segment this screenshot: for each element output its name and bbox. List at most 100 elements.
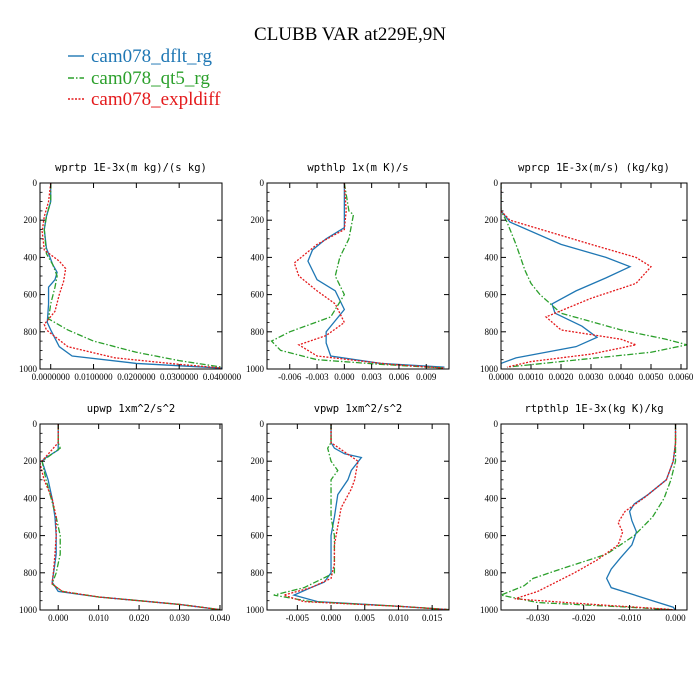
series-line-cam078_expldiff — [40, 424, 221, 610]
y-tick-label: 800 — [485, 568, 499, 578]
x-tick-label: 0.0000 — [489, 372, 514, 382]
y-tick-label: 800 — [485, 327, 499, 337]
x-tick-label: 0.000 — [665, 613, 686, 623]
panel-title: wpthlp 1x(m K)/s — [307, 162, 408, 174]
x-tick-label: 0.000 — [334, 372, 355, 382]
y-tick-label: 200 — [485, 456, 499, 466]
y-tick-label: 600 — [485, 531, 499, 541]
series-line-cam078_dflt_rg — [41, 424, 221, 610]
legend-item-qt5: cam078_qt5_rg — [68, 68, 210, 89]
x-tick-label: 0.0400000 — [203, 372, 242, 382]
plot-frame — [266, 182, 450, 370]
panel-grid: wprtp 1E-3x(m kg)/(s kg) 0 200 400 600 800 100… — [19, 162, 694, 623]
plot-frame — [39, 423, 223, 611]
x-tick-label: -0.003 — [305, 372, 329, 382]
y-tick-label: 0 — [33, 419, 38, 429]
x-tick-label: 0.0060 — [669, 372, 694, 382]
y-tick-label: 600 — [485, 290, 499, 300]
panel-title: vpwp 1xm^2/s^2 — [314, 403, 403, 415]
y-tick-label: 200 — [251, 456, 265, 466]
x-tick-label: 0.0030 — [579, 372, 604, 382]
panel-2: wpthlp 1x(m K)/s 0 200 400 600 800 1000 -0.006-… — [246, 162, 450, 382]
legend-label-qt5: cam078_qt5_rg — [91, 68, 210, 89]
y-tick-label: 600 — [251, 531, 265, 541]
x-tick-label: -0.030 — [526, 613, 550, 623]
panel-1: wprtp 1E-3x(m kg)/(s kg) 0 200 400 600 800 100… — [19, 162, 242, 382]
series-line-cam078_dflt_rg — [501, 183, 632, 369]
legend: cam078_dflt_rg cam078_qt5_rg cam078_expl… — [68, 46, 221, 110]
x-tick-label: 0.006 — [389, 372, 410, 382]
x-tick-label: -0.010 — [618, 613, 642, 623]
panel-title: wprcp 1E-3x(m/s) (kg/kg) — [518, 162, 670, 174]
y-tick-label: 600 — [24, 290, 38, 300]
y-tick-label: 0 — [260, 178, 265, 188]
y-tick-label: 600 — [251, 290, 265, 300]
x-tick-label: 0.0000000 — [32, 372, 71, 382]
x-tick-label: 0.009 — [416, 372, 437, 382]
series-line-cam078_dflt_rg — [43, 183, 222, 369]
series-line-cam078_expldiff — [281, 424, 449, 610]
panel-6: rtpthlp 1E-3x(kg K)/kg 0 200 400 600 800 1000 -… — [480, 403, 688, 623]
series-group — [501, 183, 687, 369]
plot-frame — [266, 423, 450, 611]
y-tick-label: 800 — [24, 327, 38, 337]
series-line-cam078_expldiff — [514, 424, 677, 610]
y-tick-label: 800 — [251, 568, 265, 578]
series-line-cam078_dflt_rg — [605, 424, 677, 610]
series-line-cam078_expldiff — [293, 183, 445, 369]
y-tick-label: 0 — [33, 178, 38, 188]
panel-3: wprcp 1E-3x(m/s) (kg/kg) 0 200 400 600 800 100… — [480, 162, 694, 382]
legend-item-dflt: cam078_dflt_rg — [68, 46, 213, 67]
x-tick-label: 0.030 — [169, 613, 190, 623]
panel-4: upwp 1xm^2/s^2 0 200 400 600 800 1000 0.000 0.01… — [19, 403, 231, 623]
series-group — [270, 183, 445, 369]
y-tick-label: 400 — [251, 252, 265, 262]
series-line-cam078_qt5_rg — [501, 424, 677, 610]
x-tick-label: -0.020 — [572, 613, 596, 623]
panel-title: wprtp 1E-3x(m kg)/(s kg) — [55, 162, 207, 174]
x-tick-label: 0.040 — [210, 613, 231, 623]
series-line-cam078_expldiff — [501, 183, 653, 368]
x-tick-label: 0.010 — [89, 613, 110, 623]
y-tick-label: 1000 — [246, 605, 265, 615]
series-group — [273, 424, 449, 610]
plot-frame — [500, 182, 688, 370]
y-tick-label: 0 — [494, 419, 499, 429]
panel-5: vpwp 1xm^2/s^2 0 200 400 600 800 1000 -0.005 0.0… — [246, 403, 450, 623]
x-tick-label: 0.003 — [362, 372, 383, 382]
y-tick-label: 600 — [24, 531, 38, 541]
x-tick-label: 0.0010 — [519, 372, 544, 382]
x-tick-label: 0.0200000 — [117, 372, 156, 382]
plot-frame — [39, 182, 223, 370]
x-tick-label: 0.000 — [48, 613, 69, 623]
series-line-cam078_qt5_rg — [270, 183, 445, 369]
series-line-cam078_dflt_rg — [307, 183, 445, 368]
legend-item-expldiff: cam078_expldiff — [68, 89, 221, 110]
figure-title: CLUBB VAR at229E,9N — [254, 24, 446, 45]
x-tick-label: 0.0300000 — [160, 372, 199, 382]
x-tick-label: 0.015 — [422, 613, 443, 623]
y-tick-label: 800 — [251, 327, 265, 337]
x-tick-label: 0.005 — [355, 613, 376, 623]
x-tick-label: 0.010 — [388, 613, 409, 623]
series-line-cam078_qt5_rg — [501, 183, 687, 368]
x-tick-label: 0.0100000 — [74, 372, 113, 382]
y-tick-label: 800 — [24, 568, 38, 578]
y-tick-label: 400 — [24, 252, 38, 262]
series-group — [40, 424, 221, 610]
plot-frame — [500, 423, 688, 611]
y-tick-label: 1000 — [246, 364, 265, 374]
x-tick-label: 0.0050 — [639, 372, 664, 382]
panel-title: upwp 1xm^2/s^2 — [87, 403, 176, 415]
legend-label-expldiff: cam078_expldiff — [91, 89, 221, 110]
series-group — [501, 424, 677, 610]
x-tick-label: -0.006 — [278, 372, 302, 382]
y-tick-label: 1000 — [480, 364, 499, 374]
y-tick-label: 1000 — [480, 605, 499, 615]
x-tick-label: 0.020 — [129, 613, 150, 623]
series-group — [41, 183, 222, 369]
series-line-cam078_qt5_rg — [43, 183, 222, 368]
y-tick-label: 400 — [251, 493, 265, 503]
series-line-cam078_qt5_rg — [273, 424, 449, 610]
